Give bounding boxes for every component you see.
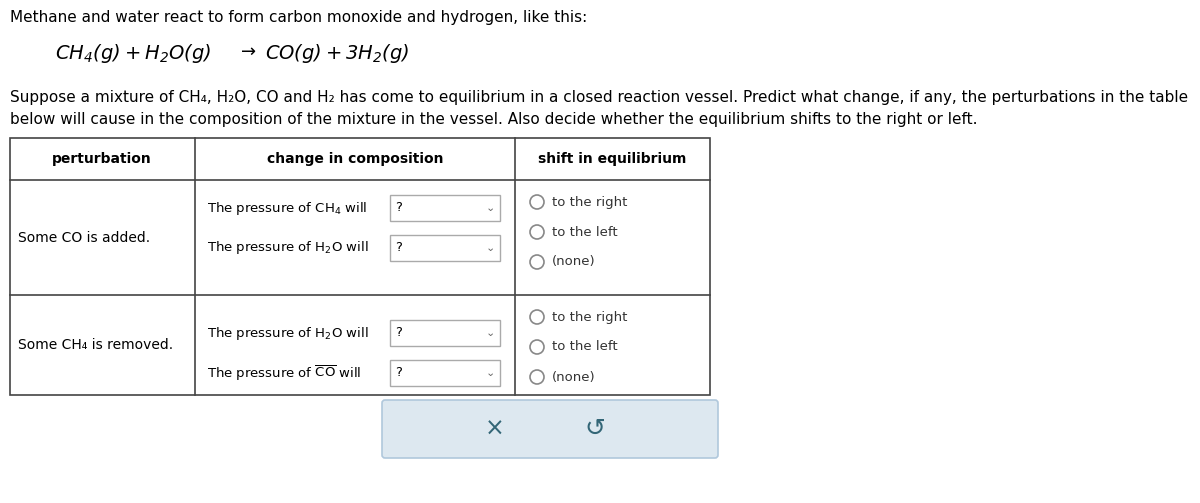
Text: Some CH₄ is removed.: Some CH₄ is removed. — [18, 338, 173, 352]
Text: ⌄: ⌄ — [485, 203, 494, 213]
Text: to the right: to the right — [552, 310, 628, 323]
Text: The pressure of $\mathregular{CH_4}$ will: The pressure of $\mathregular{CH_4}$ wil… — [208, 200, 367, 216]
Text: The pressure of $\mathregular{H_2O}$ will: The pressure of $\mathregular{H_2O}$ wil… — [208, 324, 368, 342]
Text: $\mathregular{CH_4(g)+H_2O(g)}$: $\mathregular{CH_4(g)+H_2O(g)}$ — [55, 42, 211, 65]
Text: ⌄: ⌄ — [485, 243, 494, 253]
Bar — [390, 360, 500, 386]
Text: ?: ? — [395, 326, 402, 339]
Bar — [390, 195, 500, 221]
Text: (none): (none) — [552, 371, 595, 383]
Text: $\mathregular{CO(g)+3H_2(g)}$: $\mathregular{CO(g)+3H_2(g)}$ — [265, 42, 409, 65]
Text: ?: ? — [395, 366, 402, 379]
Text: ?: ? — [395, 241, 402, 254]
FancyBboxPatch shape — [382, 400, 718, 458]
Bar — [10, 138, 710, 395]
Text: to the left: to the left — [552, 341, 618, 354]
Text: ⌄: ⌄ — [485, 368, 494, 378]
Text: (none): (none) — [552, 256, 595, 269]
Text: to the right: to the right — [552, 196, 628, 209]
Text: ⌄: ⌄ — [485, 328, 494, 338]
Text: $\rightarrow$: $\rightarrow$ — [238, 42, 257, 60]
Text: Methane and water react to form carbon monoxide and hydrogen, like this:: Methane and water react to form carbon m… — [10, 10, 587, 25]
Text: Some CO is added.: Some CO is added. — [18, 230, 150, 244]
Text: to the left: to the left — [552, 225, 618, 238]
Text: ↺: ↺ — [584, 417, 606, 441]
Text: below will cause in the composition of the mixture in the vessel. Also decide wh: below will cause in the composition of t… — [10, 112, 978, 127]
Text: perturbation: perturbation — [52, 152, 152, 166]
Text: shift in equilibrium: shift in equilibrium — [538, 152, 686, 166]
Text: Suppose a mixture of CH₄, H₂O, CO and H₂ has come to equilibrium in a closed rea: Suppose a mixture of CH₄, H₂O, CO and H₂… — [10, 90, 1188, 105]
Text: ×: × — [485, 417, 505, 441]
Bar — [390, 320, 500, 346]
Text: change in composition: change in composition — [266, 152, 443, 166]
Text: ?: ? — [395, 201, 402, 214]
Text: The pressure of $\mathregular{\overline{CO}}$ will: The pressure of $\mathregular{\overline{… — [208, 363, 361, 383]
Bar — [390, 235, 500, 261]
Text: The pressure of $\mathregular{H_2O}$ will: The pressure of $\mathregular{H_2O}$ wil… — [208, 239, 368, 257]
